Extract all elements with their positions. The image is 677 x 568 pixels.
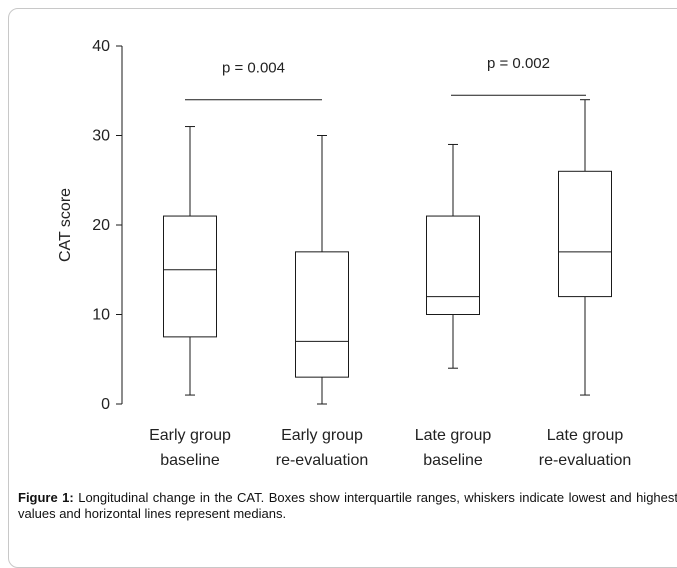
box-4 <box>558 99 612 396</box>
caption-text: Longitudinal change in the CAT. Boxes sh… <box>18 490 677 521</box>
iqr-box <box>295 251 349 378</box>
y-axis-label: CAT score <box>57 188 74 262</box>
category-label: Late group baseline <box>415 427 492 469</box>
y-tick-label: 0 <box>101 396 110 413</box>
y-tick-label: 30 <box>92 128 110 145</box>
y-tick-label: 40 <box>92 38 110 55</box>
iqr-box <box>163 215 217 338</box>
box-3 <box>426 143 480 369</box>
y-tick-label: 10 <box>92 307 110 324</box>
box-2 <box>295 135 349 405</box>
category-label-line: Early group <box>149 427 231 444</box>
category-label-line: Early group <box>281 427 363 444</box>
category-label-line: baseline <box>160 452 220 469</box>
figure-caption: Figure 1: Longitudinal change in the CAT… <box>18 490 677 522</box>
category-label-line: re-evaluation <box>276 452 369 469</box>
box-1 <box>163 126 217 396</box>
caption-label: Figure 1: <box>18 490 74 505</box>
category-label: Late group re-evaluation <box>539 427 632 469</box>
y-tick-label: 20 <box>92 217 110 234</box>
category-label: Early group baseline <box>149 427 231 469</box>
iqr-box <box>558 170 612 298</box>
category-label-line: Late group <box>415 427 492 444</box>
category-label-line: re-evaluation <box>539 452 632 469</box>
iqr-box <box>426 215 480 315</box>
category-label-line: Late group <box>547 427 624 444</box>
category-label-line: baseline <box>423 452 483 469</box>
category-label: Early group re-evaluation <box>276 427 369 469</box>
p-value-label: p = 0.002 <box>487 55 550 72</box>
p-value-label: p = 0.004 <box>222 60 285 77</box>
